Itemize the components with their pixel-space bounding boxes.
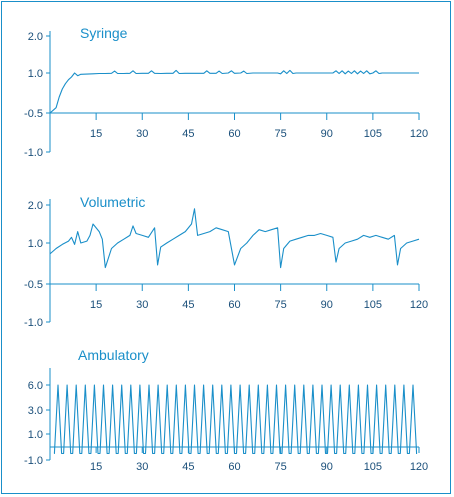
x-tick-label: 105	[364, 461, 382, 473]
y-tick-label: 2.0	[28, 31, 43, 43]
y-tick-label: -1.0	[24, 147, 43, 159]
x-tick-label: 105	[364, 128, 382, 140]
y-tick-label: 3.0	[28, 405, 43, 417]
x-tick-label: 90	[321, 128, 333, 140]
series-line	[53, 384, 418, 455]
x-tick-label: 75	[275, 461, 287, 473]
y-tick-label: -0.5	[24, 108, 43, 120]
x-tick-label: 45	[182, 461, 194, 473]
x-tick-label: 15	[90, 461, 102, 473]
y-tick-label: -0.5	[24, 279, 43, 291]
x-tick-label: 15	[90, 128, 102, 140]
x-tick-label: 60	[228, 461, 240, 473]
x-tick-label: 120	[410, 128, 428, 140]
x-tick-label: 120	[410, 461, 428, 473]
x-tick-label: 30	[136, 299, 148, 311]
x-tick-label: 45	[182, 299, 194, 311]
y-tick-label: -1.0	[24, 317, 43, 329]
chart-title: Volumetric	[80, 194, 145, 210]
series-line	[49, 69, 419, 114]
x-tick-label: 75	[275, 299, 287, 311]
x-tick-label: 30	[136, 461, 148, 473]
x-tick-label: 45	[182, 128, 194, 140]
chart-panel-1: Syringe 2.0 1.0 -0.5 -1.0 15 30 45 60 75 90 105 120	[24, 25, 428, 159]
y-tick-label: 1.0	[28, 238, 43, 250]
x-tick-label: 15	[90, 299, 102, 311]
y-tick-label: 1.0	[28, 429, 43, 441]
x-tick-label: 120	[410, 299, 428, 311]
x-tick-label: 60	[228, 299, 240, 311]
x-tick-label: 105	[364, 299, 382, 311]
chart-title: Ambulatory	[78, 347, 149, 363]
x-tick-label: 75	[275, 128, 287, 140]
x-tick-label: 30	[136, 128, 148, 140]
y-tick-label: 2.0	[28, 200, 43, 212]
x-tick-label: 90	[321, 299, 333, 311]
chart-title: Syringe	[80, 25, 128, 41]
chart-panel-3: Ambulatory 6.0 3.0 1.0 -1.0 15 30 45 60 75 90 105 12…	[24, 347, 428, 473]
series-line	[49, 208, 420, 269]
y-tick-label: -1.0	[24, 455, 43, 467]
y-tick-label: 6.0	[28, 380, 43, 392]
x-tick-label: 60	[228, 128, 240, 140]
x-tick-label: 90	[321, 461, 333, 473]
y-tick-label: 1.0	[28, 68, 43, 80]
chart-panel-2: Volumetric 2.0 1.0 -0.5 -1.0 15 30 45 60 75 90 105 1…	[24, 194, 428, 329]
